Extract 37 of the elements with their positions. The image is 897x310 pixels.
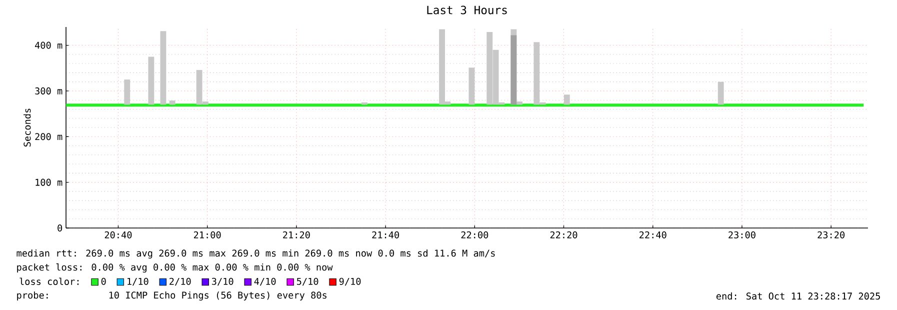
legend-label: 4/10 (254, 278, 276, 286)
chart-title: Last 3 Hours (427, 6, 507, 14)
y-tick-label: 400 m (35, 42, 62, 49)
x-tick-label: 22:40 (640, 231, 666, 238)
legend-label: 2/10 (170, 278, 191, 286)
bar (468, 68, 475, 105)
x-tick-label: 22:00 (461, 231, 488, 238)
legend-label: 0 (101, 278, 106, 285)
y-axis-title: Seconds (24, 108, 31, 147)
legend-label: 5/10 (296, 278, 318, 286)
x-tick-label: 23:20 (818, 231, 845, 238)
text: end: Sat Oct 11 23:28:17 2025 (716, 292, 880, 300)
bar (124, 80, 130, 105)
bar (160, 31, 166, 105)
legend-label: 3/10 (212, 278, 234, 286)
x-tick-label: 21:00 (194, 231, 221, 238)
bar (516, 101, 523, 105)
x-tick-label: 21:20 (283, 231, 310, 238)
y-tick-label: 300 m (35, 87, 62, 94)
text: probe: (17, 291, 48, 301)
x-tick-label: 23:00 (728, 231, 756, 238)
y-tick-label: 200 m (35, 133, 62, 140)
legend-label: 1/10 (128, 278, 148, 286)
x-tick-label: 22:20 (550, 231, 578, 238)
y-tick-label: 0 (58, 224, 62, 232)
legend-title: loss color: (20, 278, 79, 285)
bar (564, 94, 570, 105)
text: 10 ICMP Echo Pings (56 Bytes) every 80s (109, 291, 326, 301)
text: packet loss: 0.00 % avg 0.00 % max 0.00 % min 0.00 % now (17, 263, 333, 273)
bar (169, 100, 176, 105)
x-tick-label: 21:40 (372, 231, 399, 238)
x-tick-label: 20:40 (104, 231, 132, 238)
legend-label: 9/10 (339, 278, 361, 286)
text: median rtt: 269.0 ms avg 269.0 ms max 269.0 ms min 269.0 ms now 0.0 ms sd 11.6 M am/s (16, 249, 495, 259)
y-tick-label: 100 m (36, 178, 62, 186)
bar (148, 56, 154, 105)
bar (718, 82, 724, 105)
